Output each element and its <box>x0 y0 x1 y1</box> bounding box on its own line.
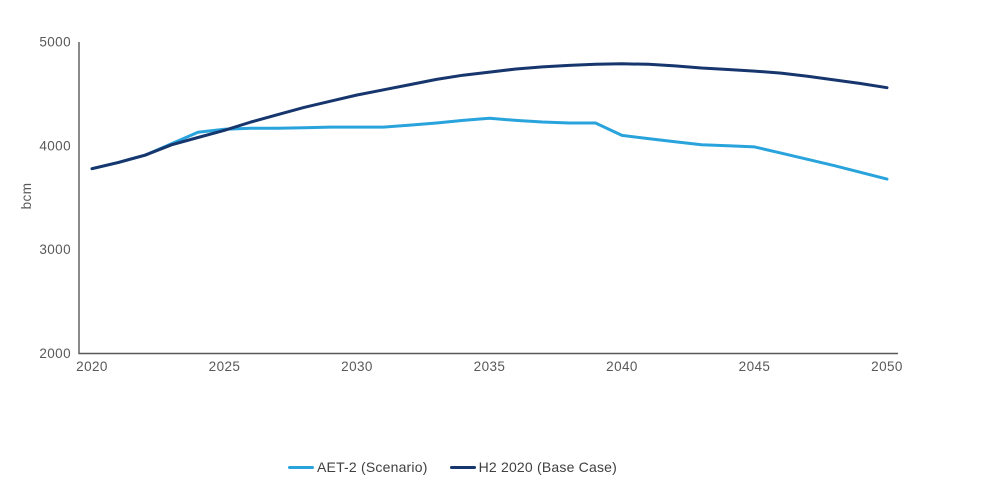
legend-label-h2-2020: H2 2020 (Base Case) <box>478 459 618 475</box>
x-tick-label: 2035 <box>474 359 506 374</box>
legend-label-aet2: AET-2 (Scenario) <box>317 459 428 475</box>
chart-legend: AET-2 (Scenario) H2 2020 (Base Case) <box>288 459 617 475</box>
series-line-aet-2-scenario <box>90 116 889 181</box>
x-tick-label: 2040 <box>606 359 638 374</box>
legend-item-h2-2020: H2 2020 (Base Case) <box>449 459 618 475</box>
x-tick-label: 2050 <box>871 359 903 374</box>
y-axis-label: bcm <box>19 183 34 210</box>
legend-item-aet2: AET-2 (Scenario) <box>288 459 428 475</box>
y-tick-label: 3000 <box>39 242 71 257</box>
series-line-h2-2020-base-case <box>90 62 889 171</box>
y-tick-label: 2000 <box>39 346 71 361</box>
x-tick-label: 2045 <box>739 359 771 374</box>
y-tick-label: 5000 <box>39 35 71 50</box>
y-tick-label: 4000 <box>39 138 71 153</box>
axis-lines <box>78 42 898 355</box>
x-tick-label: 2025 <box>209 359 241 374</box>
legend-swatch-h2-2020 <box>449 465 476 469</box>
x-tick-label: 2020 <box>76 359 108 374</box>
legend-swatch-aet2 <box>288 465 314 469</box>
x-tick-label: 2030 <box>341 359 373 374</box>
